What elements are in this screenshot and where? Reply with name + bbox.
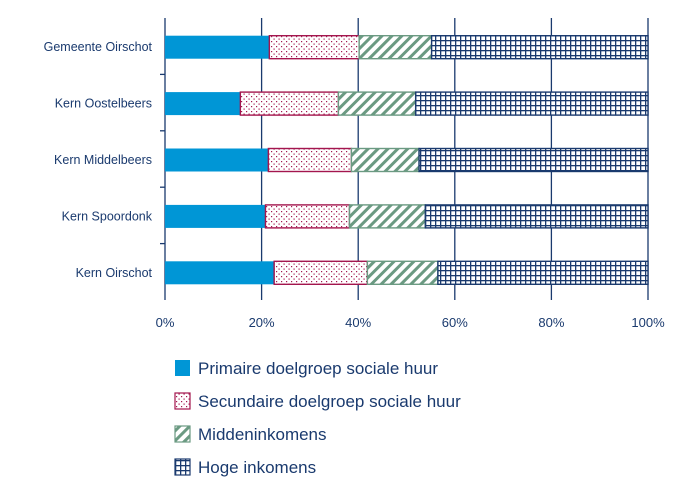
legend-label: Hoge inkomens <box>198 458 316 477</box>
bar-segment <box>268 35 360 60</box>
legend-swatch <box>174 392 191 410</box>
x-tick-label: 40% <box>345 315 371 330</box>
bar-segment <box>430 35 649 60</box>
legend-swatch <box>174 458 191 476</box>
bar-segment <box>165 148 269 172</box>
legend-label: Middeninkomens <box>198 425 327 444</box>
category-label: Gemeente Oirschot <box>44 40 153 54</box>
bar-segment <box>418 147 649 173</box>
x-tick-label: 100% <box>631 315 665 330</box>
x-tick-label: 80% <box>538 315 564 330</box>
category-label: Kern Middelbeers <box>54 153 152 167</box>
bar-segment <box>273 260 369 285</box>
category-label: Kern Oostelbeers <box>55 97 152 111</box>
category-label: Kern Oirschot <box>76 266 153 280</box>
legend-swatch <box>175 360 190 376</box>
bar-segment <box>358 35 433 60</box>
bar-segment <box>414 91 649 116</box>
x-tick-label: 0% <box>156 315 175 330</box>
bar-segment <box>337 91 417 116</box>
bar-segment <box>437 260 649 285</box>
bar-segment <box>165 92 241 116</box>
bar-segment <box>239 91 340 116</box>
x-tick-label: 20% <box>249 315 275 330</box>
bar-segment <box>366 260 439 285</box>
legend-swatch <box>174 425 191 443</box>
bar-segment <box>348 204 427 229</box>
bar-segment <box>165 204 266 228</box>
bar-segment <box>424 204 649 229</box>
bar-segment <box>165 261 275 285</box>
bar-segment <box>267 147 353 173</box>
bar-segment <box>165 35 270 59</box>
legend-label: Secundaire doelgroep sociale huur <box>198 392 461 411</box>
bar-segment <box>350 147 420 173</box>
legend-label: Primaire doelgroep sociale huur <box>198 359 438 378</box>
category-label: Kern Spoordonk <box>62 209 153 223</box>
bar-segment <box>264 204 351 229</box>
x-tick-label: 60% <box>442 315 468 330</box>
